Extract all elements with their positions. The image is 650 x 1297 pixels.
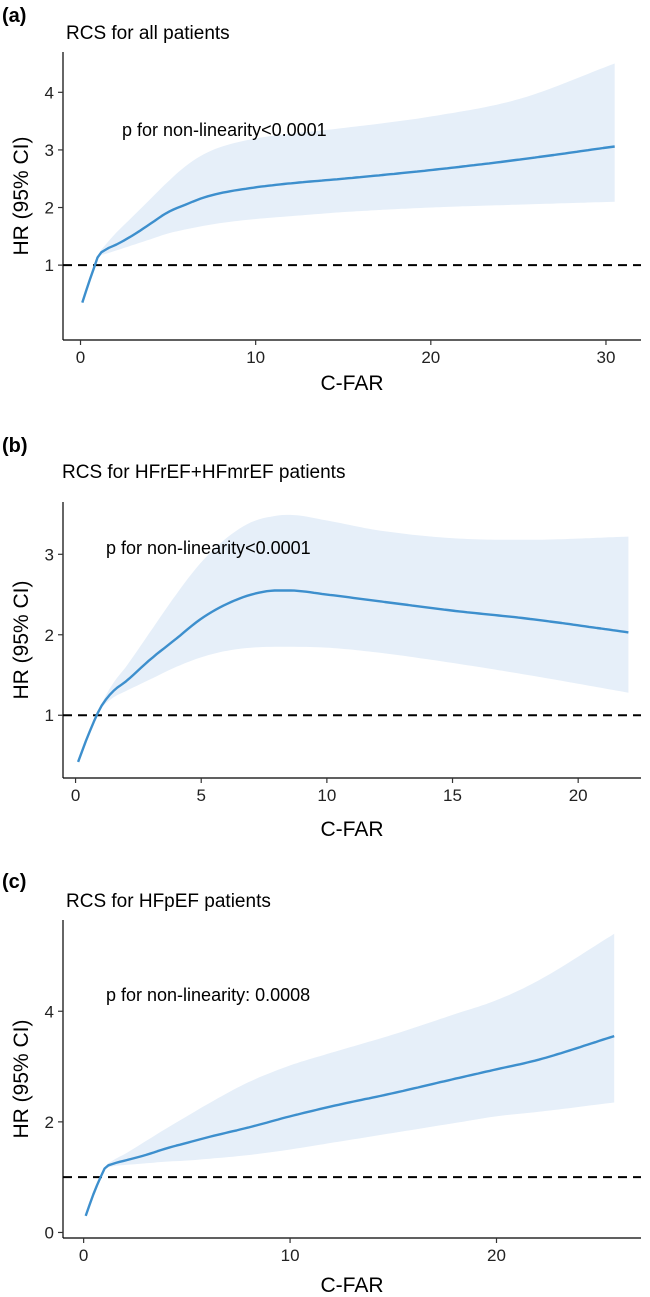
- nonlinearity-p-value: p for non-linearity<0.0001: [122, 120, 327, 140]
- confidence-band: [78, 514, 629, 762]
- x-axis-title: C-FAR: [321, 818, 384, 841]
- x-tick-label: 10: [281, 1246, 300, 1265]
- confidence-band: [82, 63, 615, 303]
- rcs-chart-all-patients: (a) RCS for all patients 1 2 3 4 0 10 20 30 p for …: [2, 5, 641, 395]
- y-tick-label: 4: [45, 1002, 54, 1021]
- chart-title: RCS for HFpEF patients: [66, 891, 271, 912]
- x-axis-title: C-FAR: [321, 1274, 384, 1297]
- confidence-band: [85, 933, 615, 1216]
- y-tick-label: 2: [45, 199, 54, 218]
- chart-title: RCS for HFrEF+HFmrEF patients: [62, 462, 345, 483]
- y-tick-label: 3: [45, 141, 54, 160]
- hr-curve: [84, 1034, 615, 1217]
- nonlinearity-p-value: p for non-linearity<0.0001: [106, 538, 311, 558]
- chart-panel-b: (b) RCS for HFrEF+HFmrEF patients 1 2 3 0 5 10 1…: [0, 430, 650, 850]
- x-tick-label: 0: [76, 348, 85, 367]
- nonlinearity-p-value: p for non-linearity: 0.0008: [106, 985, 310, 1005]
- hr-curve: [76, 589, 629, 763]
- y-tick-label: 2: [45, 1113, 54, 1132]
- chart-title: RCS for all patients: [66, 23, 230, 44]
- y-tick-label: 1: [45, 706, 54, 725]
- x-tick-label: 10: [246, 348, 265, 367]
- x-tick-label: 5: [196, 786, 205, 805]
- x-tick-label: 0: [79, 1246, 88, 1265]
- x-tick-label: 20: [421, 348, 440, 367]
- y-tick-label: 0: [45, 1223, 54, 1242]
- x-tick-label: 10: [317, 786, 336, 805]
- x-tick-label: 15: [443, 786, 462, 805]
- panel-label: (a): [2, 5, 26, 27]
- x-tick-label: 0: [71, 786, 80, 805]
- y-tick-label: 4: [45, 83, 54, 102]
- y-axis-title: HR (95% CI): [10, 136, 33, 255]
- x-tick-label: 20: [487, 1246, 506, 1265]
- chart-panel-c: (c) RCS for HFpEF patients 0 2 4 0 10 20 p for n…: [0, 866, 650, 1297]
- x-axis-title: C-FAR: [321, 372, 384, 395]
- x-tick-label: 30: [597, 348, 616, 367]
- y-axis-title: HR (95% CI): [10, 580, 33, 699]
- panel-label: (b): [2, 435, 28, 457]
- chart-panel-a: (a) RCS for all patients 1 2 3 4 0 10 20 30 p for …: [0, 0, 650, 400]
- panel-label: (c): [2, 871, 26, 893]
- y-tick-label: 1: [45, 256, 54, 275]
- y-tick-label: 3: [45, 545, 54, 564]
- y-axis-title: HR (95% CI): [10, 1019, 33, 1138]
- hr-curve: [81, 145, 615, 303]
- y-tick-label: 2: [45, 626, 54, 645]
- rcs-chart-hfref-hfmref-patients: (b) RCS for HFrEF+HFmrEF patients 1 2 3 0 5 10 1…: [2, 435, 641, 841]
- rcs-chart-hfpef-patients: (c) RCS for HFpEF patients 0 2 4 0 10 20 p for n…: [2, 871, 641, 1297]
- x-tick-label: 20: [569, 786, 588, 805]
